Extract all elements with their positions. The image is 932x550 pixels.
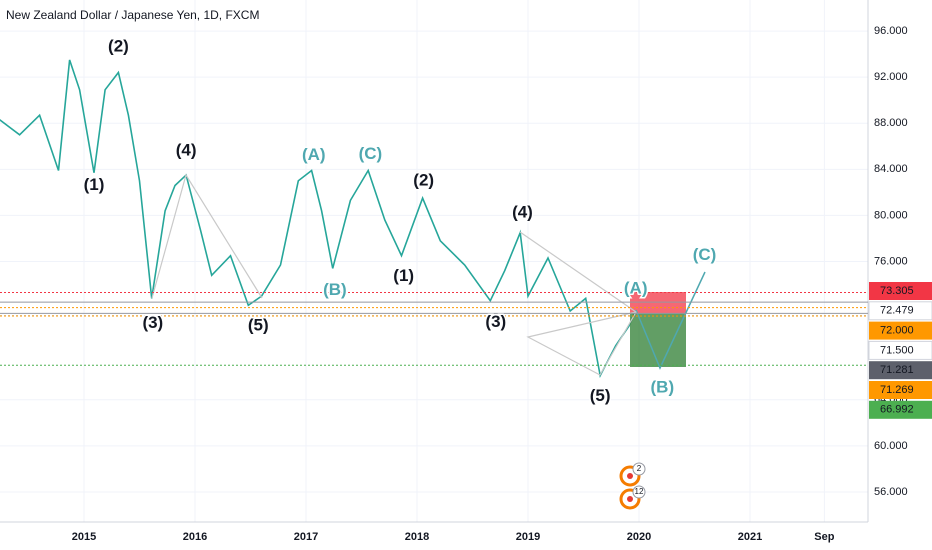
wave-label: (4) [174, 139, 198, 161]
price-label-box [869, 381, 932, 399]
event-badge [632, 485, 646, 499]
wedge-outline [519, 231, 637, 376]
wave-label: (B) [649, 376, 676, 398]
wave-label: (5) [246, 314, 270, 336]
y-tick-label: 56.000 [874, 486, 908, 498]
price-label-box [868, 340, 932, 360]
wave-label-text: (3) [142, 313, 163, 332]
wave-label-text: (2) [108, 37, 129, 56]
x-tick-label: 2016 [183, 531, 207, 543]
chart-title: New Zealand Dollar / Japanese Yen, 1D, F… [6, 8, 259, 22]
wave-label: (3) [141, 312, 165, 334]
wave-label-text: (C) [359, 144, 383, 163]
y-tick-label: 88.000 [874, 117, 908, 129]
wave-label: (2) [412, 169, 436, 191]
event-badge [632, 462, 646, 476]
price-label: 73.305 [880, 285, 914, 297]
x-tick-label: 2018 [405, 531, 429, 543]
wave-label-text: (5) [590, 386, 611, 405]
wave-label: (1) [82, 173, 106, 195]
wave-label: (C) [691, 244, 718, 266]
x-tick-label: 2020 [627, 531, 651, 543]
wave-label: (3) [484, 311, 508, 333]
wave-label-text: (3) [485, 312, 506, 331]
wave-label: (5) [588, 384, 612, 406]
event-dot [627, 473, 633, 479]
x-tick-label: 2021 [738, 531, 762, 543]
event-dot [627, 496, 633, 502]
price-label: 72.000 [880, 325, 914, 337]
event-count: 2 [637, 464, 642, 473]
wave-label-text: (2) [413, 170, 434, 189]
wave-label: (4) [511, 201, 535, 223]
wave-label-text: (C) [693, 245, 717, 264]
wave-label-text: (B) [651, 378, 675, 397]
wave-label-text: (4) [176, 140, 197, 159]
y-tick-label: 80.000 [874, 209, 908, 221]
wave-label: (A) [300, 143, 327, 165]
price-label-box [869, 400, 932, 419]
price-label-box [869, 361, 932, 380]
plot-area [0, 0, 868, 522]
wave-label: (B) [322, 278, 349, 300]
y-tick-label: 84.000 [874, 163, 908, 175]
y-tick-label: 92.000 [874, 71, 908, 83]
y-tick-label: 60.000 [874, 440, 908, 452]
wave-label: (2) [107, 35, 131, 57]
price-label-box [868, 301, 932, 321]
wave-outline [151, 173, 263, 299]
price-label: 71.500 [880, 344, 914, 356]
wave-label-text: (5) [248, 316, 269, 335]
x-tick-label: 2017 [294, 531, 318, 543]
price-label: 72.479 [880, 305, 914, 317]
price-label: 66.992 [880, 404, 914, 416]
y-tick-label: 76.000 [874, 255, 908, 267]
wave-label-text: (1) [84, 175, 105, 194]
wave-label: (A) [622, 277, 649, 299]
price-label-box [869, 321, 932, 340]
target-zone [630, 313, 686, 367]
price-label: 71.269 [880, 384, 914, 396]
price-label: 71.281 [880, 364, 914, 376]
y-tick-label: 96.000 [874, 25, 908, 37]
event-count: 12 [635, 487, 644, 496]
wave-label: (C) [357, 142, 384, 164]
wave-label-text: (4) [512, 203, 533, 222]
wave-label-text: (A) [624, 279, 648, 298]
x-tick-label: 2015 [72, 531, 96, 543]
forecast-path [635, 271, 706, 370]
wave-label-text: (A) [302, 145, 326, 164]
price-label-box [869, 282, 932, 300]
x-tick-label: Sep [814, 531, 834, 543]
wave-label-text: (B) [323, 280, 347, 299]
wave-label: (1) [392, 264, 416, 286]
wave-label-text: (1) [393, 266, 414, 285]
price-line [0, 59, 636, 379]
x-tick-label: 2019 [516, 531, 540, 543]
